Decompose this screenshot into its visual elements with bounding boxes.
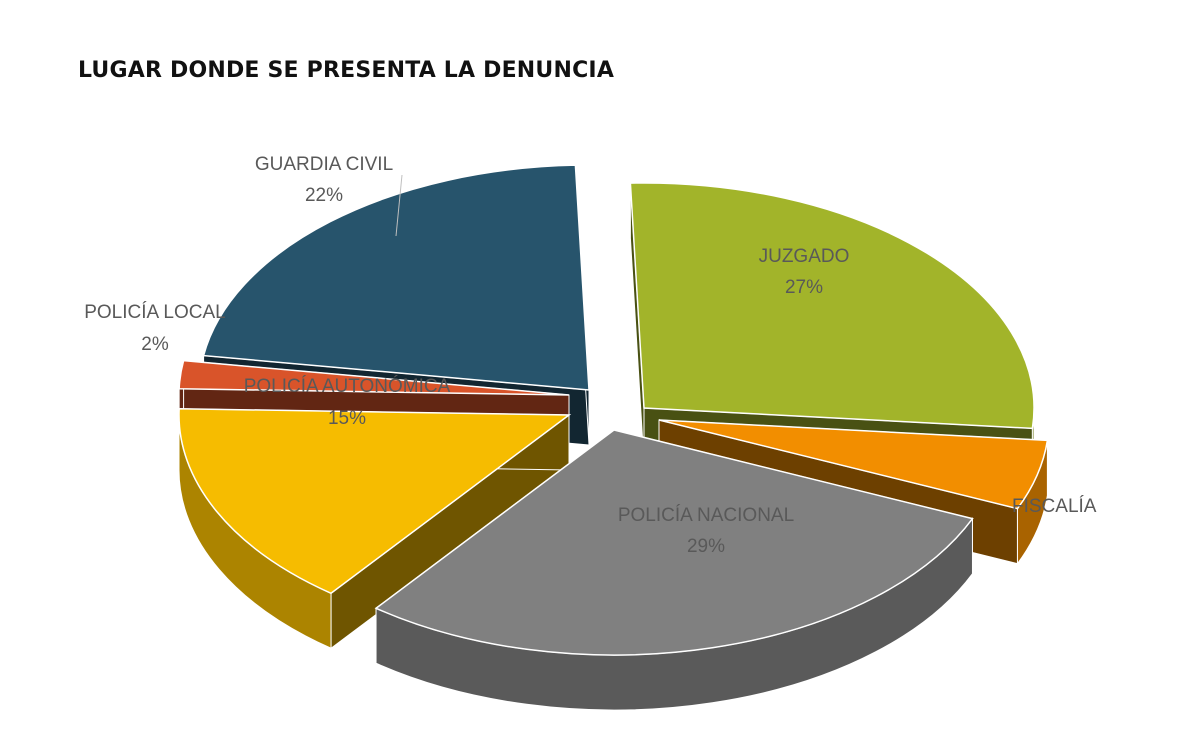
chart-title: LUGAR DONDE SE PRESENTA LA DENUNCIA	[78, 58, 615, 83]
slice-policia-nacional	[374, 429, 974, 711]
slice-value-policia-nacional: 29%	[687, 536, 725, 557]
slice-top-guardia-civil	[202, 164, 590, 391]
slice-value-policia-autonomica: 15%	[328, 408, 366, 429]
leader-line-guardia-civil	[395, 174, 403, 237]
slice-label-policia-nacional: POLICÍA NACIONAL	[618, 505, 794, 526]
slice-top-policia-nacional	[374, 429, 974, 656]
slice-value-policia-local: 2%	[141, 334, 169, 355]
slice-label-fiscalia: FISCALÍA	[1012, 496, 1097, 517]
slice-top-policia-autonomica	[178, 407, 572, 595]
pie-slices	[178, 164, 1049, 711]
slice-label-guardia-civil: GUARDIA CIVIL	[255, 154, 393, 175]
slice-top-fiscalia	[658, 419, 1049, 510]
slice-policia-autonomica	[178, 407, 572, 650]
slice-value-juzgado: 27%	[785, 277, 823, 298]
slice-label-juzgado: JUZGADO	[759, 246, 850, 267]
slice-label-policia-autonomica: POLICÍA AUTONÓMICA	[244, 375, 451, 397]
slice-labels: JUZGADO 27% FISCALÍA POLICÍA NACIONAL 29% POL…	[84, 154, 1097, 557]
leader-lines	[395, 174, 403, 237]
slice-top-policia-local	[178, 359, 570, 396]
slice-label-policia-local: POLICÍA LOCAL	[84, 302, 226, 323]
slice-top-juzgado	[629, 182, 1035, 430]
slice-value-guardia-civil: 22%	[305, 185, 343, 206]
